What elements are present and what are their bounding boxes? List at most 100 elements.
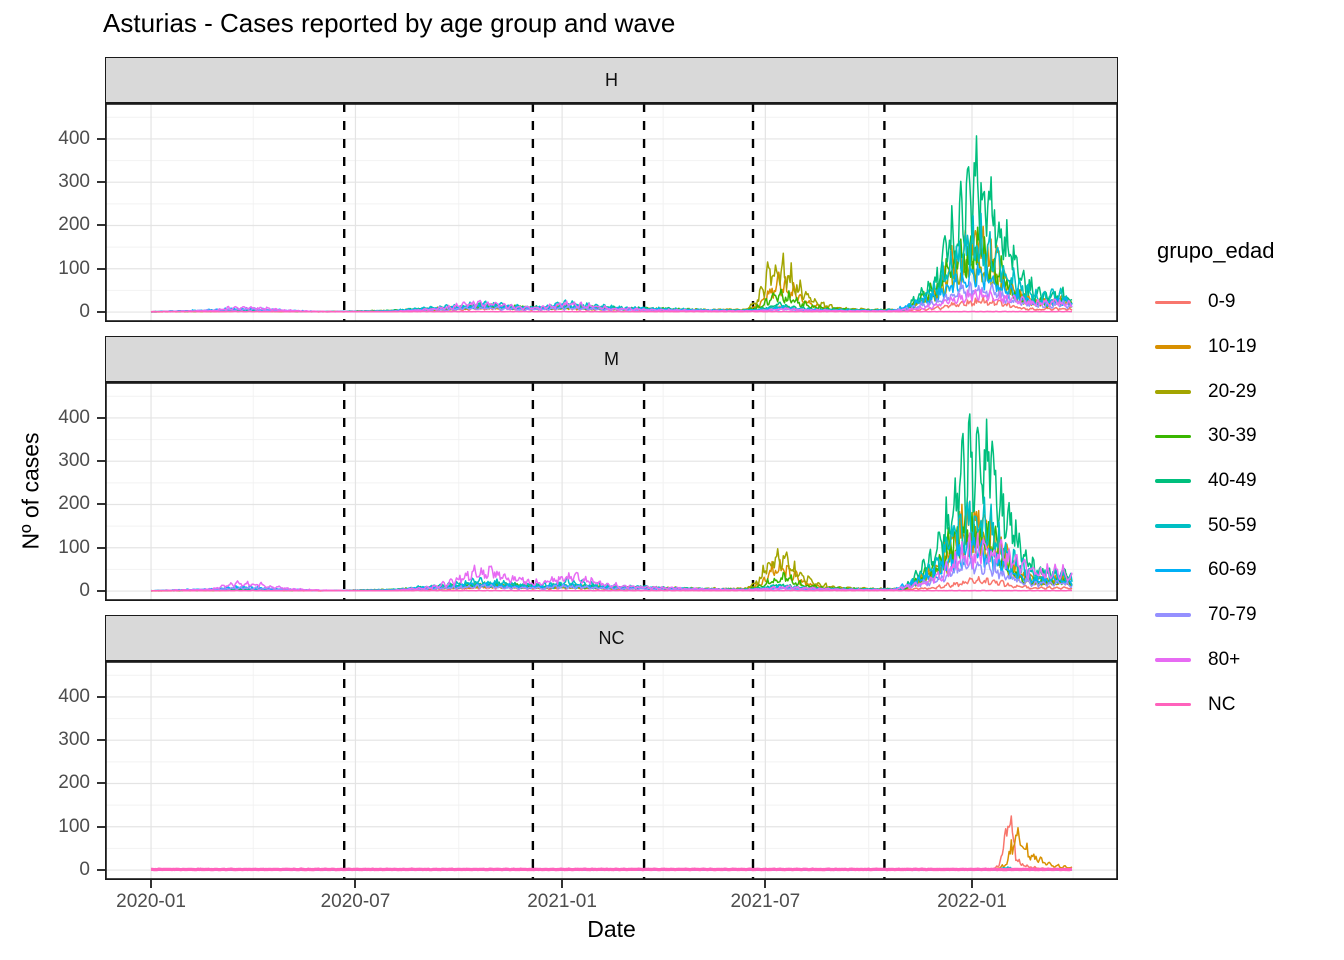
y-tick-label: 0 — [79, 301, 90, 323]
legend-item-label: NC — [1208, 693, 1236, 715]
series-lines — [150, 135, 1073, 313]
y-tick-label: 400 — [58, 127, 90, 149]
facet-strip-label: M — [604, 348, 619, 369]
x-tick-label: 2020-07 — [320, 891, 391, 912]
gridlines — [105, 103, 1118, 322]
x-tick-label: 2021-07 — [730, 891, 801, 912]
y-tick-mark — [97, 869, 105, 872]
legend-item-label: 80+ — [1208, 648, 1241, 670]
legend-key-line — [1155, 613, 1191, 617]
panel-H — [105, 103, 1118, 322]
gridlines — [105, 661, 1118, 880]
panel-border — [105, 661, 1118, 880]
legend-item-70-79: 70-79 — [1155, 593, 1274, 638]
legend-key-line — [1155, 658, 1191, 662]
legend-key-line — [1155, 300, 1191, 305]
y-tick-label: 200 — [58, 772, 90, 794]
y-tick-label: 300 — [58, 729, 90, 751]
series-lines — [150, 413, 1073, 592]
y-tick-mark — [97, 739, 105, 742]
legend-item-label: 50-59 — [1208, 514, 1257, 536]
panel-border — [105, 382, 1118, 601]
series-line-50-59 — [150, 496, 1073, 592]
series-line-0-9 — [151, 815, 1073, 871]
facet-strip-H: H — [105, 57, 1118, 103]
y-tick-mark — [97, 267, 105, 270]
y-tick-label: 400 — [58, 406, 90, 428]
x-tick-label: 2022-01 — [937, 891, 1007, 912]
legend-item-label: 40-49 — [1208, 470, 1257, 492]
y-tick-mark — [97, 137, 105, 140]
legend-item-NC: NC — [1155, 682, 1274, 727]
legend-item-label: 30-39 — [1208, 425, 1257, 447]
legend-key-line — [1155, 568, 1191, 573]
y-tick-label: 0 — [79, 580, 90, 602]
x-tick-label: 2021-01 — [527, 891, 597, 912]
y-tick-label: 300 — [58, 450, 90, 472]
wave-boundary-lines — [343, 661, 886, 880]
series-line-NC — [150, 867, 1073, 872]
x-tick-mark — [971, 880, 973, 888]
x-tick-label: 2020-01 — [116, 891, 186, 912]
legend-key-line — [1155, 389, 1191, 394]
panel-border — [105, 103, 1118, 322]
y-tick-label: 200 — [58, 493, 90, 515]
legend-item-50-59: 50-59 — [1155, 503, 1274, 548]
legend-item-30-39: 30-39 — [1155, 414, 1274, 459]
y-tick-mark — [97, 695, 105, 698]
y-tick-mark — [97, 460, 105, 463]
legend-key-line — [1155, 434, 1191, 439]
y-tick-mark — [97, 416, 105, 419]
facet-strip-NC: NC — [105, 615, 1118, 661]
x-axis-title: Date — [587, 916, 636, 942]
series-lines — [150, 815, 1073, 872]
x-tick-mark — [561, 880, 564, 888]
legend-item-label: 60-69 — [1208, 559, 1257, 581]
legend-item-10-19: 10-19 — [1155, 325, 1274, 370]
x-tick-mark — [764, 880, 767, 888]
y-tick-label: 200 — [58, 214, 90, 236]
legend-item-40-49: 40-49 — [1155, 459, 1274, 504]
legend-key-line — [1155, 702, 1191, 707]
y-tick-mark — [97, 503, 105, 506]
legend-item-label: 20-29 — [1208, 380, 1257, 402]
legend-key-line — [1155, 479, 1191, 483]
legend-item-label: 0-9 — [1208, 291, 1236, 313]
legend-item-20-29: 20-29 — [1155, 369, 1274, 414]
legend-key-line — [1155, 523, 1191, 528]
series-line-80+ — [151, 532, 1073, 592]
y-tick-mark — [97, 825, 105, 828]
y-tick-mark — [97, 546, 105, 549]
x-tick-mark — [150, 880, 153, 888]
y-tick-label: 0 — [79, 859, 90, 881]
series-line-10-19 — [151, 501, 1073, 592]
legend-title: grupo_edad — [1157, 238, 1275, 263]
x-tick-mark — [354, 880, 357, 888]
y-tick-mark — [97, 311, 105, 314]
y-tick-mark — [97, 224, 105, 227]
facet-strip-M: M — [105, 336, 1118, 382]
wave-boundary-lines — [343, 382, 886, 601]
wave-boundary-lines — [343, 103, 886, 322]
legend-item-80+: 80+ — [1155, 638, 1274, 683]
legend-key-line — [1155, 345, 1191, 349]
legend-item-60-69: 60-69 — [1155, 548, 1274, 593]
facet-strip-label: H — [605, 69, 618, 90]
y-tick-mark — [97, 782, 105, 785]
y-tick-mark — [97, 181, 105, 184]
legend-items: 0-9 10-19 20-29 30-39 40-49 50-59 60-69 70-79 80… — [1155, 280, 1274, 727]
legend-item-label: 10-19 — [1208, 336, 1257, 358]
y-tick-label: 100 — [58, 257, 90, 279]
y-tick-label: 300 — [58, 171, 90, 193]
panel-NC — [105, 661, 1118, 880]
y-tick-label: 400 — [58, 685, 90, 707]
series-line-30-39 — [150, 226, 1073, 313]
panel-M — [105, 382, 1118, 601]
legend: grupo_edad 0-9 10-19 20-29 30-39 40-49 50-59 6… — [1155, 238, 1274, 727]
legend-item-label: 70-79 — [1208, 604, 1257, 626]
y-tick-mark — [97, 590, 105, 593]
legend-item-0-9: 0-9 — [1155, 280, 1274, 325]
series-line-40-49 — [151, 413, 1073, 592]
chart-title: Asturias - Cases reported by age group a… — [103, 8, 676, 38]
